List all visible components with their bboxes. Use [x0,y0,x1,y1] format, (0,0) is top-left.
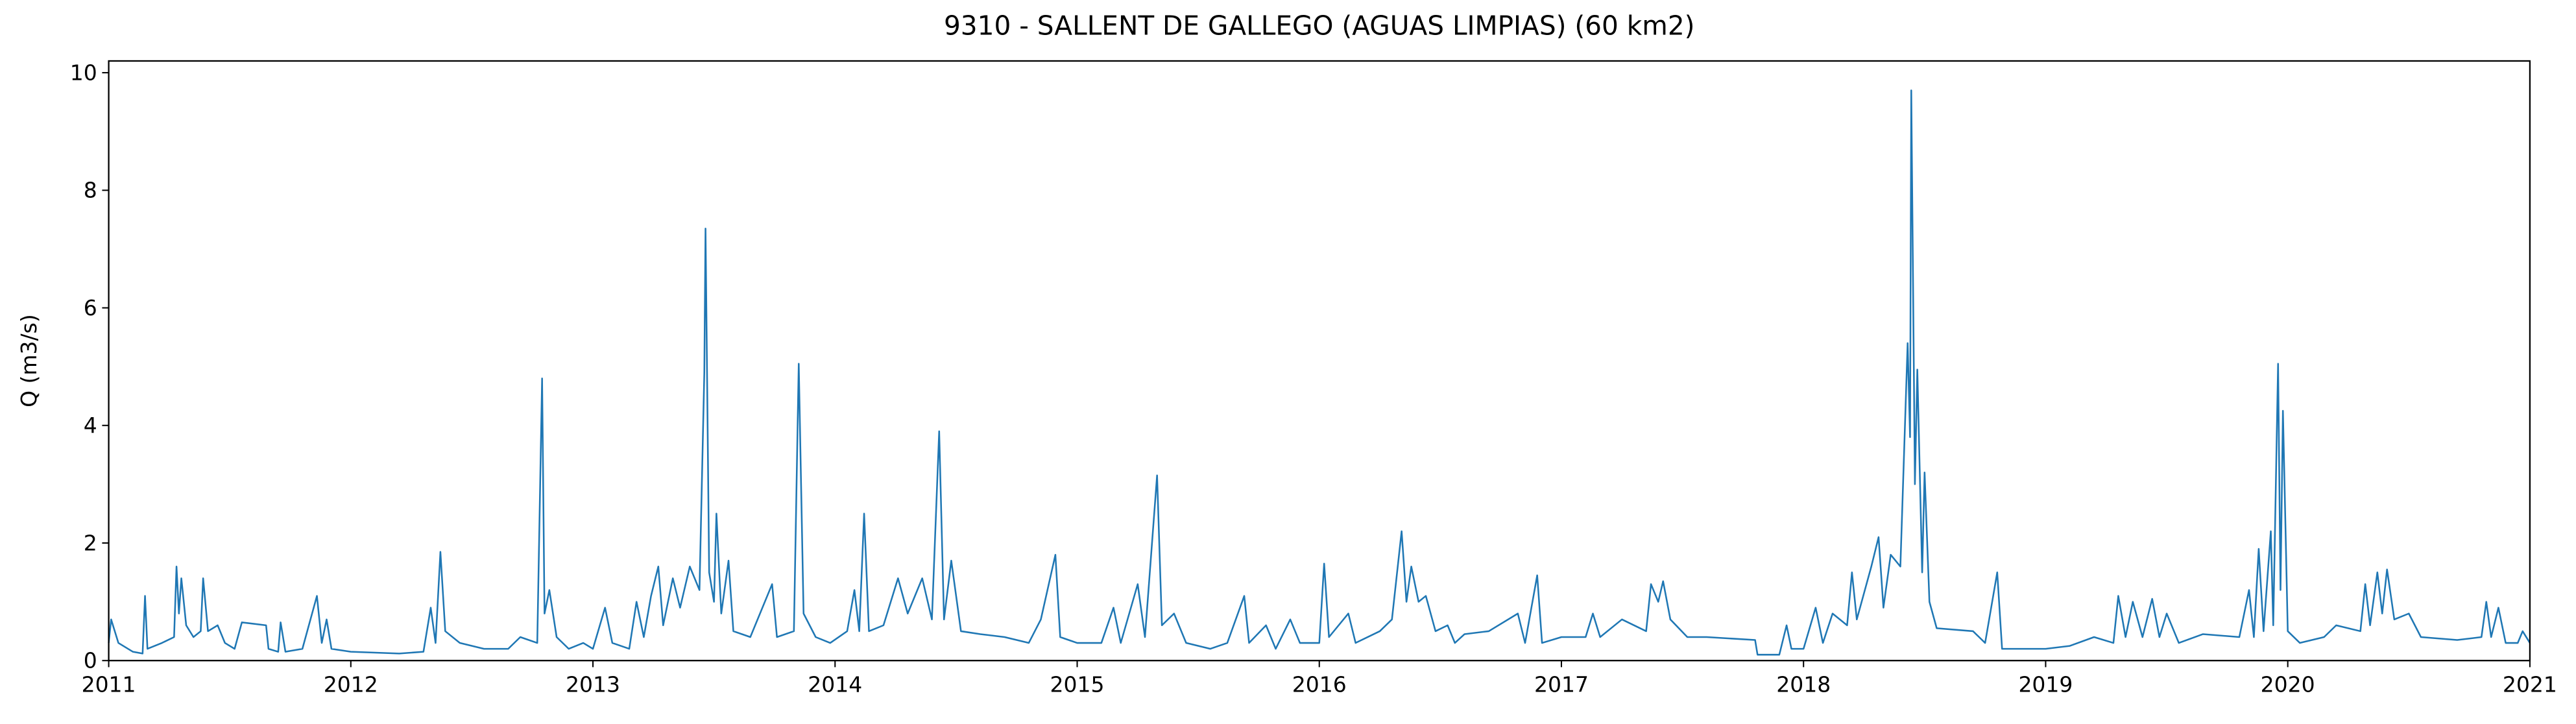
y-tick-label: 4 [84,413,97,438]
x-tick-label: 2017 [1534,671,1589,697]
x-tick-label: 2012 [324,671,378,697]
plot-frame [108,60,2531,662]
y-tick-label: 10 [70,60,97,86]
y-tick-label: 6 [84,295,97,320]
x-tick-label: 2014 [808,671,862,697]
x-tick-label: 2011 [82,671,136,697]
x-tick-label: 2013 [566,671,620,697]
x-tick-label: 2016 [1292,671,1347,697]
x-tick-label: 2015 [1050,671,1105,697]
y-tick-label: 8 [84,178,97,203]
x-tick-label: 2020 [2261,671,2315,697]
data-line [108,89,2531,656]
x-tick-label: 2021 [2503,671,2557,697]
x-tick-label: 2019 [2018,671,2073,697]
y-axis-label: Q (m3/s) [16,314,42,407]
x-tick-label: 2018 [1776,671,1831,697]
chart-title: 9310 - SALLENT DE GALLEGO (AGUAS LIMPIAS… [944,10,1695,41]
y-tick-label: 2 [84,530,97,555]
y-tick-label: 0 [84,648,97,673]
